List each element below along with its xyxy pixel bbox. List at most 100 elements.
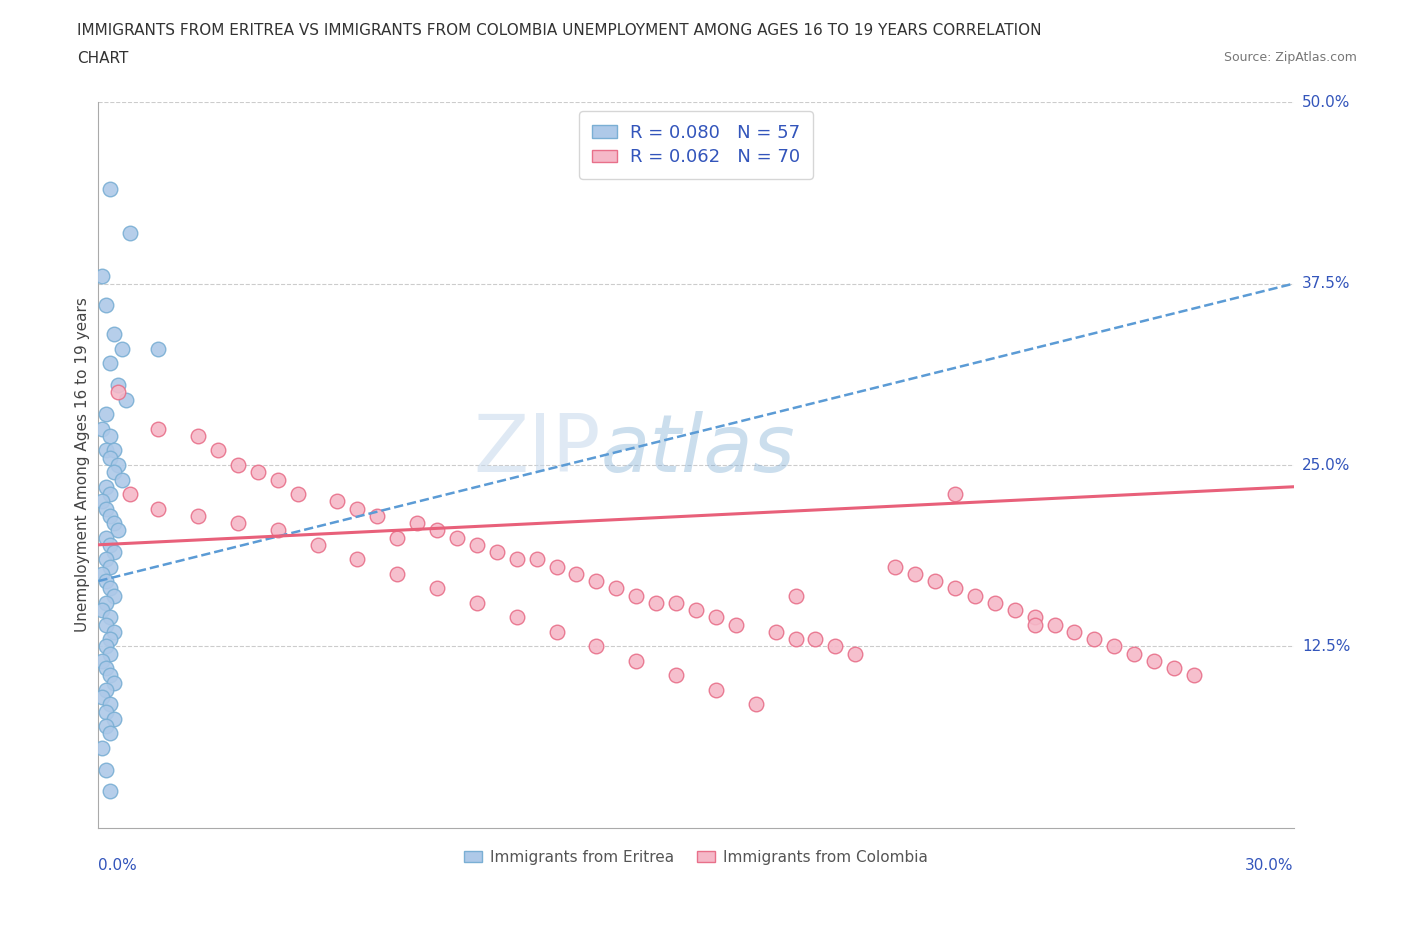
Text: Source: ZipAtlas.com: Source: ZipAtlas.com (1223, 51, 1357, 64)
Point (91, 421, 114, 436)
Point (107, 458, 129, 472)
Point (91, 269, 114, 284)
Point (91, 566, 114, 581)
Point (148, 501, 170, 516)
Point (96, 298, 118, 312)
Point (96, 763, 118, 777)
Point (526, 551, 548, 566)
Point (96, 406, 118, 421)
Point (226, 515, 249, 530)
Point (1024, 618, 1046, 632)
Point (326, 494, 349, 509)
Text: CHART: CHART (77, 51, 129, 66)
Point (546, 559, 568, 574)
Point (103, 711, 125, 726)
Point (96, 574, 118, 589)
Point (96, 551, 118, 566)
Point (98, 182, 122, 197)
Point (96, 530, 118, 545)
Point (1063, 624, 1085, 639)
Point (785, 631, 807, 646)
Point (346, 501, 368, 516)
Point (111, 341, 134, 356)
Point (96, 479, 118, 494)
Point (103, 675, 125, 690)
Point (98, 697, 122, 711)
Point (246, 465, 269, 480)
Point (96, 595, 118, 610)
Point (1123, 646, 1146, 661)
Point (103, 465, 125, 480)
Point (506, 610, 529, 625)
Point (98, 631, 122, 646)
Point (465, 595, 488, 610)
Point (98, 486, 122, 501)
Point (91, 654, 114, 669)
Point (307, 538, 329, 552)
Point (1143, 654, 1166, 669)
Point (98, 509, 122, 524)
Point (96, 501, 118, 516)
Point (98, 559, 122, 574)
Point (704, 683, 727, 698)
Point (385, 530, 409, 545)
Point (267, 472, 290, 487)
Point (884, 559, 907, 574)
Point (485, 545, 508, 560)
Point (103, 327, 125, 342)
Point (103, 545, 125, 560)
Point (148, 421, 170, 436)
Point (96, 683, 118, 698)
Point (115, 392, 138, 407)
Point (785, 588, 807, 603)
Point (96, 443, 118, 458)
Point (98, 668, 122, 683)
Text: 0.0%: 0.0% (98, 858, 138, 873)
Point (724, 618, 747, 632)
Point (98, 429, 122, 444)
Text: IMMIGRANTS FROM ERITREA VS IMMIGRANTS FROM COLOMBIA UNEMPLOYMENT AMONG AGES 16 T: IMMIGRANTS FROM ERITREA VS IMMIGRANTS FR… (77, 23, 1042, 38)
Point (366, 509, 388, 524)
Point (565, 566, 588, 581)
Legend: Immigrants from Eritrea, Immigrants from Colombia: Immigrants from Eritrea, Immigrants from… (458, 844, 934, 870)
Point (91, 603, 114, 618)
Point (385, 566, 409, 581)
Point (96, 719, 118, 734)
Y-axis label: Unemployment Among Ages 16 to 19 years: Unemployment Among Ages 16 to 19 years (75, 298, 90, 632)
Point (426, 581, 449, 596)
Point (98, 726, 122, 741)
Point (96, 639, 118, 654)
Point (103, 624, 125, 639)
Point (1104, 639, 1126, 654)
Point (665, 668, 688, 683)
Point (1004, 603, 1026, 618)
Point (645, 595, 668, 610)
Point (91, 494, 114, 509)
Point (406, 515, 429, 530)
Point (984, 595, 1007, 610)
Point (120, 225, 142, 240)
Point (605, 581, 627, 596)
Text: ZIP: ZIP (472, 411, 600, 489)
Text: 50.0%: 50.0% (1302, 95, 1350, 110)
Point (187, 429, 209, 444)
Point (107, 523, 129, 538)
Point (626, 588, 648, 603)
Point (546, 624, 568, 639)
Point (824, 639, 846, 654)
Point (96, 660, 118, 675)
Point (585, 639, 607, 654)
Point (98, 538, 122, 552)
Point (963, 588, 986, 603)
Text: 37.5%: 37.5% (1302, 276, 1350, 291)
Point (98, 784, 122, 799)
Point (103, 588, 125, 603)
Point (267, 523, 290, 538)
Point (96, 618, 118, 632)
Point (1024, 610, 1046, 625)
Point (924, 574, 946, 589)
Point (745, 697, 768, 711)
Point (943, 581, 966, 596)
Point (107, 385, 129, 400)
Point (446, 530, 468, 545)
